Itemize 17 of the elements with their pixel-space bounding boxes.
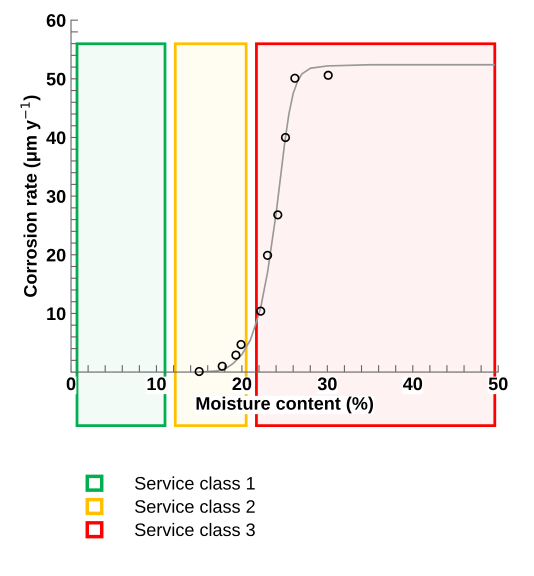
x-tick-label: 10 (148, 377, 166, 390)
legend-label: Service class 1 (135, 476, 255, 490)
x-axis-title: Moisture content (%) (196, 396, 374, 414)
y-tick-label: 10 (47, 307, 66, 320)
y-tick-label: 40 (46, 131, 66, 144)
y-tick-label: 60 (46, 14, 66, 27)
legend-label: Service class 2 (135, 500, 255, 513)
y-tick-label: 50 (46, 72, 66, 86)
legend-label: Service class 3 (135, 522, 255, 536)
y-tick-label: 20 (46, 248, 66, 262)
x-tick-label: 0 (66, 377, 76, 390)
x-tick-label: 20 (232, 377, 252, 390)
y-axis-title: Corrosion rate (μm y$^{−1}$) (20, 96, 40, 297)
x-tick-label: 50 (488, 377, 508, 390)
x-tick-label: 30 (318, 377, 337, 390)
y-tick-label: 30 (46, 190, 66, 203)
x-tick-label: 40 (403, 377, 422, 390)
